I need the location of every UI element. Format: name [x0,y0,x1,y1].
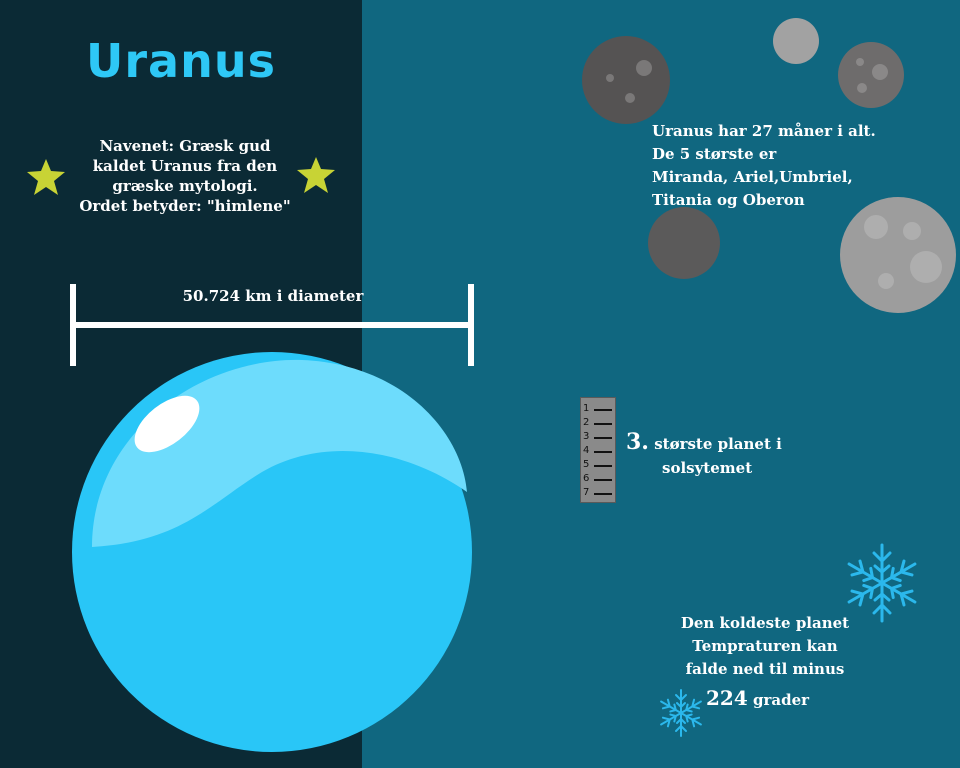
star-icon [27,159,65,195]
cold-line: Den koldeste planet [680,614,850,632]
moon-icon [582,36,670,124]
moons-info-text: Uranus har 27 måner i alt. De 5 største … [652,120,932,212]
coldest-planet-text: Den koldeste planet Tempraturen kan fald… [640,612,890,681]
moons-line: Miranda, Ariel,Umbriel, [652,168,853,186]
page-title: Uranus [86,34,276,88]
ruler-tick: 5 [583,459,614,470]
min-temperature: 224 grader [706,686,809,710]
moon-icon [773,18,819,64]
size-ranking-text: 3. største planet i solsytemet [626,430,846,480]
cold-line: Tempraturen kan [692,637,838,655]
temperature-unit: grader [752,691,810,709]
name-origin-text: Navenet: Græsk gud kaldet Uranus fra den… [55,136,315,216]
ruler-tick: 3 [583,431,614,442]
origin-line: Navenet: Græsk gud [99,137,271,155]
origin-line: Ordet betyder: "himlene" [79,197,291,215]
moon-icon [840,197,956,313]
cold-line: falde ned til minus [685,660,845,678]
origin-line: kaldet Uranus fra den [92,157,278,175]
ruler-tick: 1 [583,403,614,414]
ruler-icon: 1 2 3 4 5 6 7 [580,397,616,503]
rank-line1: største planet i [654,435,782,453]
star-icon [297,157,335,193]
rank-number: 3. [626,429,649,455]
right-panel [362,0,960,768]
moon-icon [838,42,904,108]
ruler-tick: 6 [583,473,614,484]
moons-line: Uranus har 27 måner i alt. [652,122,876,140]
uranus-planet-illustration [72,352,472,752]
rank-line2: solsytemet [662,459,753,477]
diameter-label: 50.724 km i diameter [182,287,364,305]
moons-line: Titania og Oberon [652,191,805,209]
ruler-tick: 7 [583,487,614,498]
moon-icon [648,207,720,279]
snowflake-icon [657,689,705,737]
ruler-tick: 4 [583,445,614,456]
diameter-measure: 50.724 km i diameter [70,284,476,366]
moons-line: De 5 største er [652,145,777,163]
snowflake-icon [843,543,921,623]
origin-line: græske mytologi. [112,177,258,195]
temperature-value: 224 [706,686,748,710]
ruler-tick: 2 [583,417,614,428]
diameter-bracket-icon [70,284,474,366]
